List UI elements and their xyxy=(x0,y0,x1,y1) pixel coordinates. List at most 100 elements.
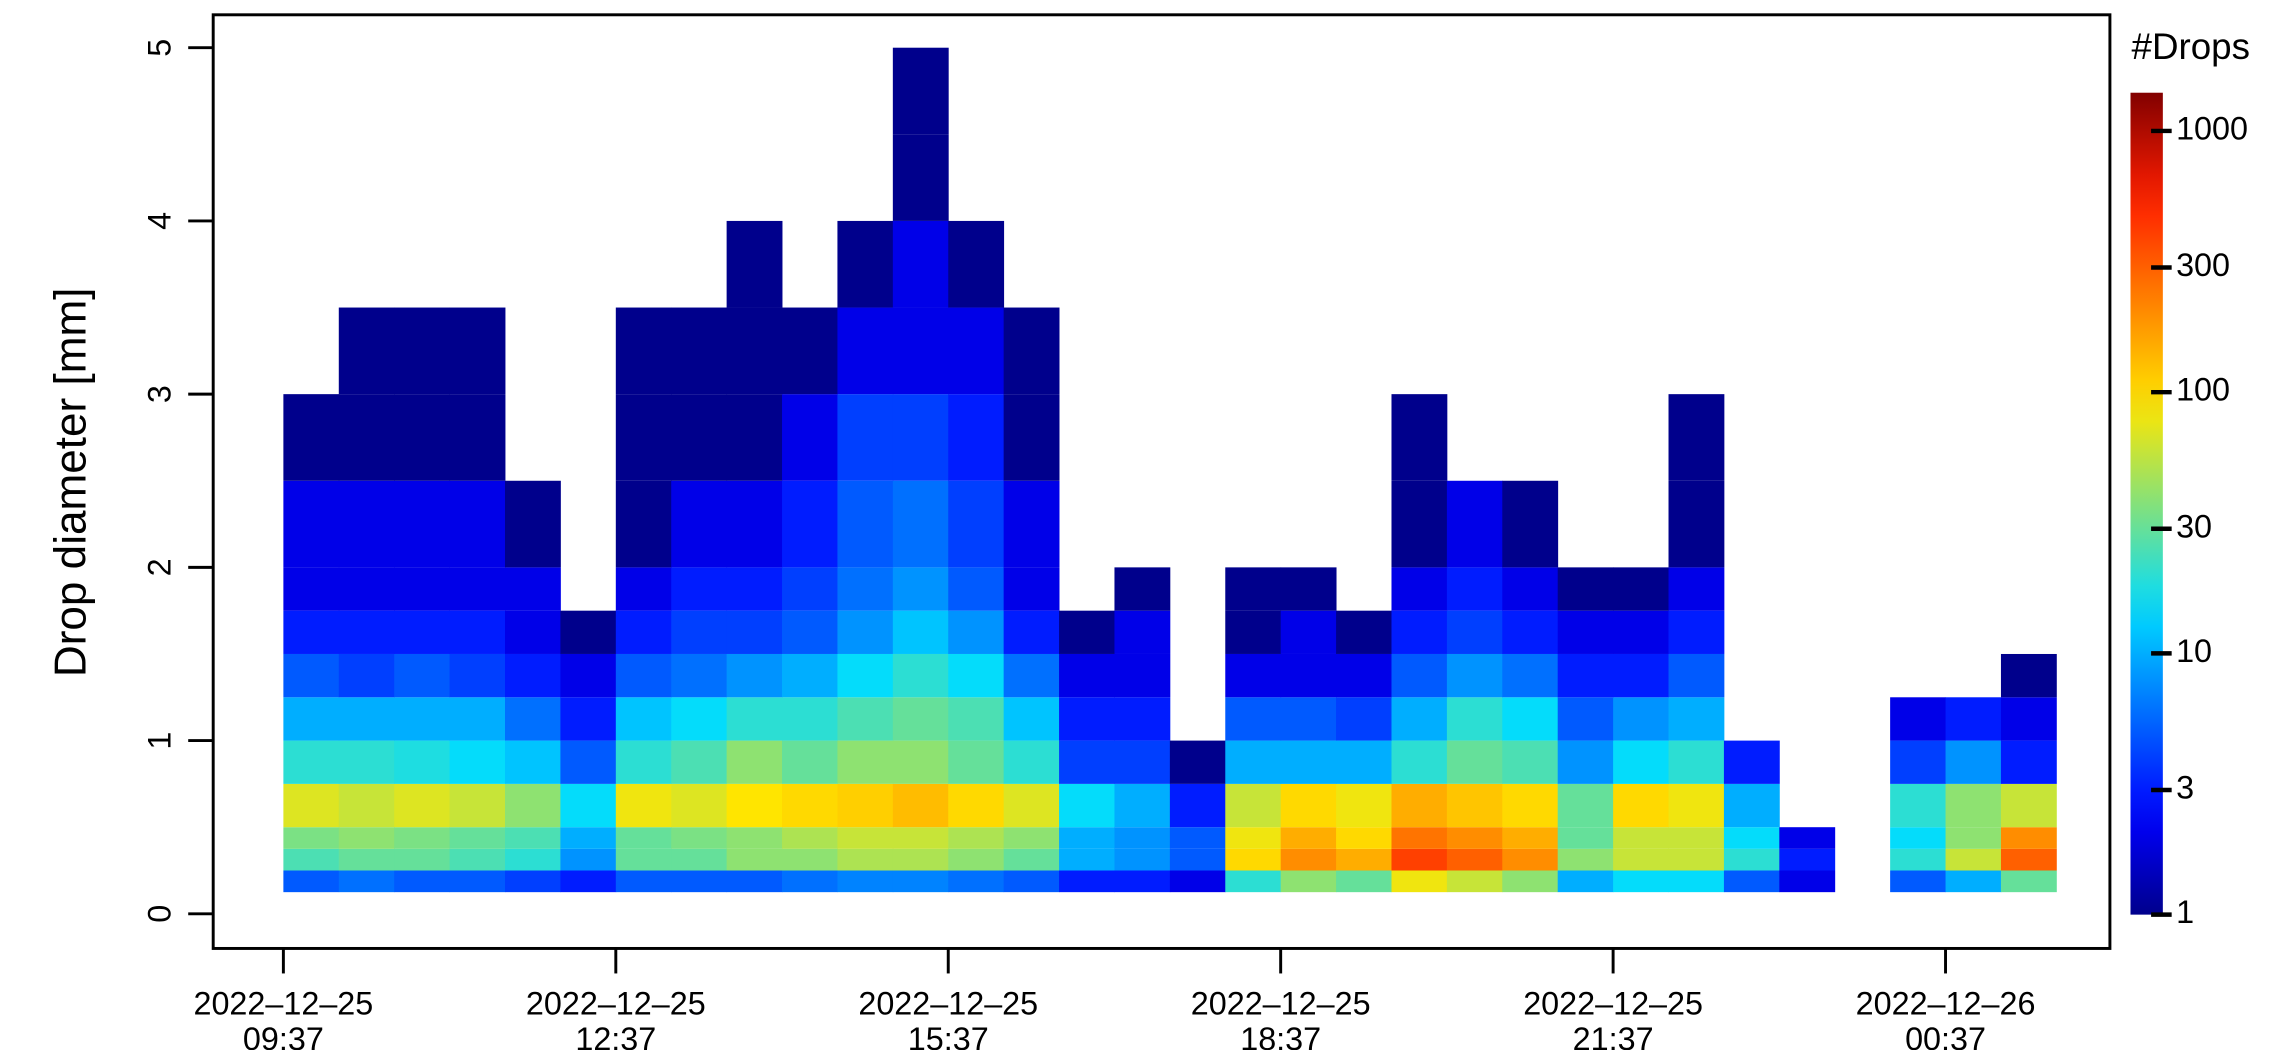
cell xyxy=(1114,848,1171,871)
cell xyxy=(726,827,783,849)
x-tick-label: 12:37 xyxy=(575,1021,656,1050)
y-tick-label: 3 xyxy=(141,385,177,403)
cell xyxy=(671,870,728,893)
cell xyxy=(1280,740,1337,784)
cell xyxy=(615,827,672,849)
cell xyxy=(892,848,949,871)
cell xyxy=(615,480,672,568)
cell xyxy=(1557,567,1614,611)
cell xyxy=(1336,610,1392,654)
cell xyxy=(1225,567,1282,611)
colorbar-tick-label: 1000 xyxy=(2176,110,2248,146)
cell xyxy=(449,610,506,654)
cell xyxy=(671,783,728,828)
cell xyxy=(283,697,340,741)
cell xyxy=(1723,740,1780,784)
cell xyxy=(394,783,451,828)
cell xyxy=(394,394,451,481)
cell xyxy=(338,827,395,849)
cell xyxy=(449,783,506,828)
cell xyxy=(1446,610,1503,654)
cell xyxy=(671,480,728,568)
cell xyxy=(394,848,451,871)
colorbar-tick-label: 30 xyxy=(2176,508,2212,544)
cell xyxy=(1059,783,1115,828)
cell xyxy=(948,220,1005,308)
cell xyxy=(1557,740,1614,784)
cell xyxy=(1502,653,1559,698)
x-tick-label: 2022–12–25 xyxy=(1523,986,1703,1022)
cell xyxy=(1502,870,1559,893)
plot-frame xyxy=(211,13,2112,950)
cell xyxy=(837,740,894,784)
cell xyxy=(837,827,894,849)
cell xyxy=(338,567,395,611)
cell xyxy=(1336,783,1392,828)
cell xyxy=(560,827,617,849)
cell xyxy=(948,653,1005,698)
colorbar-tick-label: 10 xyxy=(2176,633,2212,669)
cell xyxy=(782,610,838,654)
cell xyxy=(1557,653,1614,698)
cell xyxy=(1003,783,1060,828)
cell xyxy=(948,394,1005,481)
cell xyxy=(615,567,672,611)
cell xyxy=(394,307,451,395)
cell xyxy=(1613,827,1669,849)
cell xyxy=(1169,848,1226,871)
cell xyxy=(1446,870,1503,893)
colorbar xyxy=(2130,92,2163,915)
x-tick-label: 00:37 xyxy=(1905,1021,1986,1050)
cell xyxy=(1280,827,1337,849)
cell xyxy=(338,610,395,654)
cell xyxy=(338,697,395,741)
cell xyxy=(726,697,783,741)
cell xyxy=(1668,783,1725,828)
cell xyxy=(338,394,395,481)
cell xyxy=(283,827,340,849)
cell xyxy=(782,697,838,741)
cell xyxy=(1613,653,1669,698)
cell xyxy=(1059,653,1115,698)
cell xyxy=(1280,567,1337,611)
cell xyxy=(1668,870,1725,893)
cell xyxy=(1945,697,2002,741)
cell xyxy=(2000,653,2057,698)
cell xyxy=(1557,697,1614,741)
cell xyxy=(338,307,395,395)
cell xyxy=(671,848,728,871)
cell xyxy=(1890,783,1946,828)
cell xyxy=(1779,827,1836,849)
cell xyxy=(1446,567,1503,611)
cell xyxy=(1114,740,1171,784)
cell xyxy=(1668,697,1725,741)
cell xyxy=(394,870,451,893)
cell xyxy=(782,567,838,611)
cell xyxy=(2000,827,2057,849)
cell xyxy=(1059,870,1115,893)
cell xyxy=(726,848,783,871)
x-tick-label: 21:37 xyxy=(1573,1021,1654,1050)
cell xyxy=(1059,848,1115,871)
cell xyxy=(1668,827,1725,849)
cell xyxy=(504,870,561,893)
cell xyxy=(837,653,894,698)
cell xyxy=(837,394,894,481)
cell xyxy=(560,783,617,828)
cell xyxy=(1502,610,1559,654)
cell xyxy=(1391,610,1448,654)
cell xyxy=(837,848,894,871)
cell xyxy=(394,697,451,741)
cell xyxy=(283,740,340,784)
cell xyxy=(1391,783,1448,828)
cell xyxy=(726,567,783,611)
y-tick-label: 5 xyxy=(141,39,177,57)
cell xyxy=(1890,848,1946,871)
cell xyxy=(2000,783,2057,828)
cell xyxy=(1391,697,1448,741)
cell xyxy=(1391,740,1448,784)
cell xyxy=(615,610,672,654)
cell xyxy=(948,740,1005,784)
cell xyxy=(560,653,617,698)
cell xyxy=(671,394,728,481)
